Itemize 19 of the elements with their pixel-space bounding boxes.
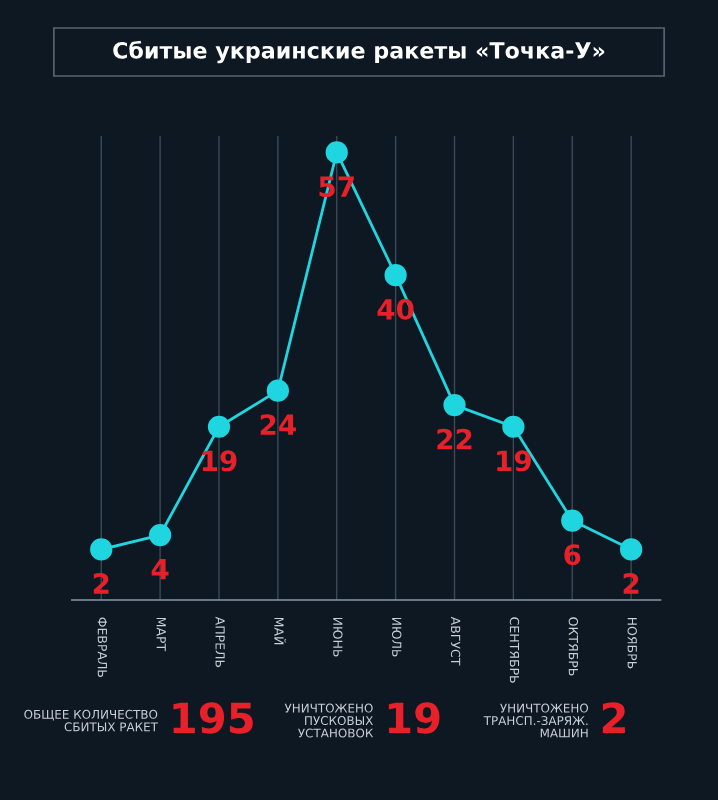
data-label: 2 xyxy=(93,573,109,594)
data-label: 19 xyxy=(497,450,531,472)
data-label: 2 xyxy=(623,573,639,594)
point xyxy=(502,415,525,438)
point xyxy=(384,264,407,287)
point xyxy=(90,538,113,561)
data-label: 22 xyxy=(437,428,472,450)
point xyxy=(325,141,348,164)
data-label: 6 xyxy=(564,544,581,566)
point xyxy=(207,415,231,438)
point xyxy=(149,523,172,547)
chart-title: Сбитые украинские ракеты «Точка-У» xyxy=(113,40,605,64)
point xyxy=(266,379,289,402)
data-label: 19 xyxy=(202,450,237,472)
data-label: 4 xyxy=(151,558,169,580)
data-label: 24 xyxy=(260,414,296,435)
point xyxy=(620,538,643,561)
point xyxy=(561,509,584,532)
point xyxy=(443,393,466,417)
